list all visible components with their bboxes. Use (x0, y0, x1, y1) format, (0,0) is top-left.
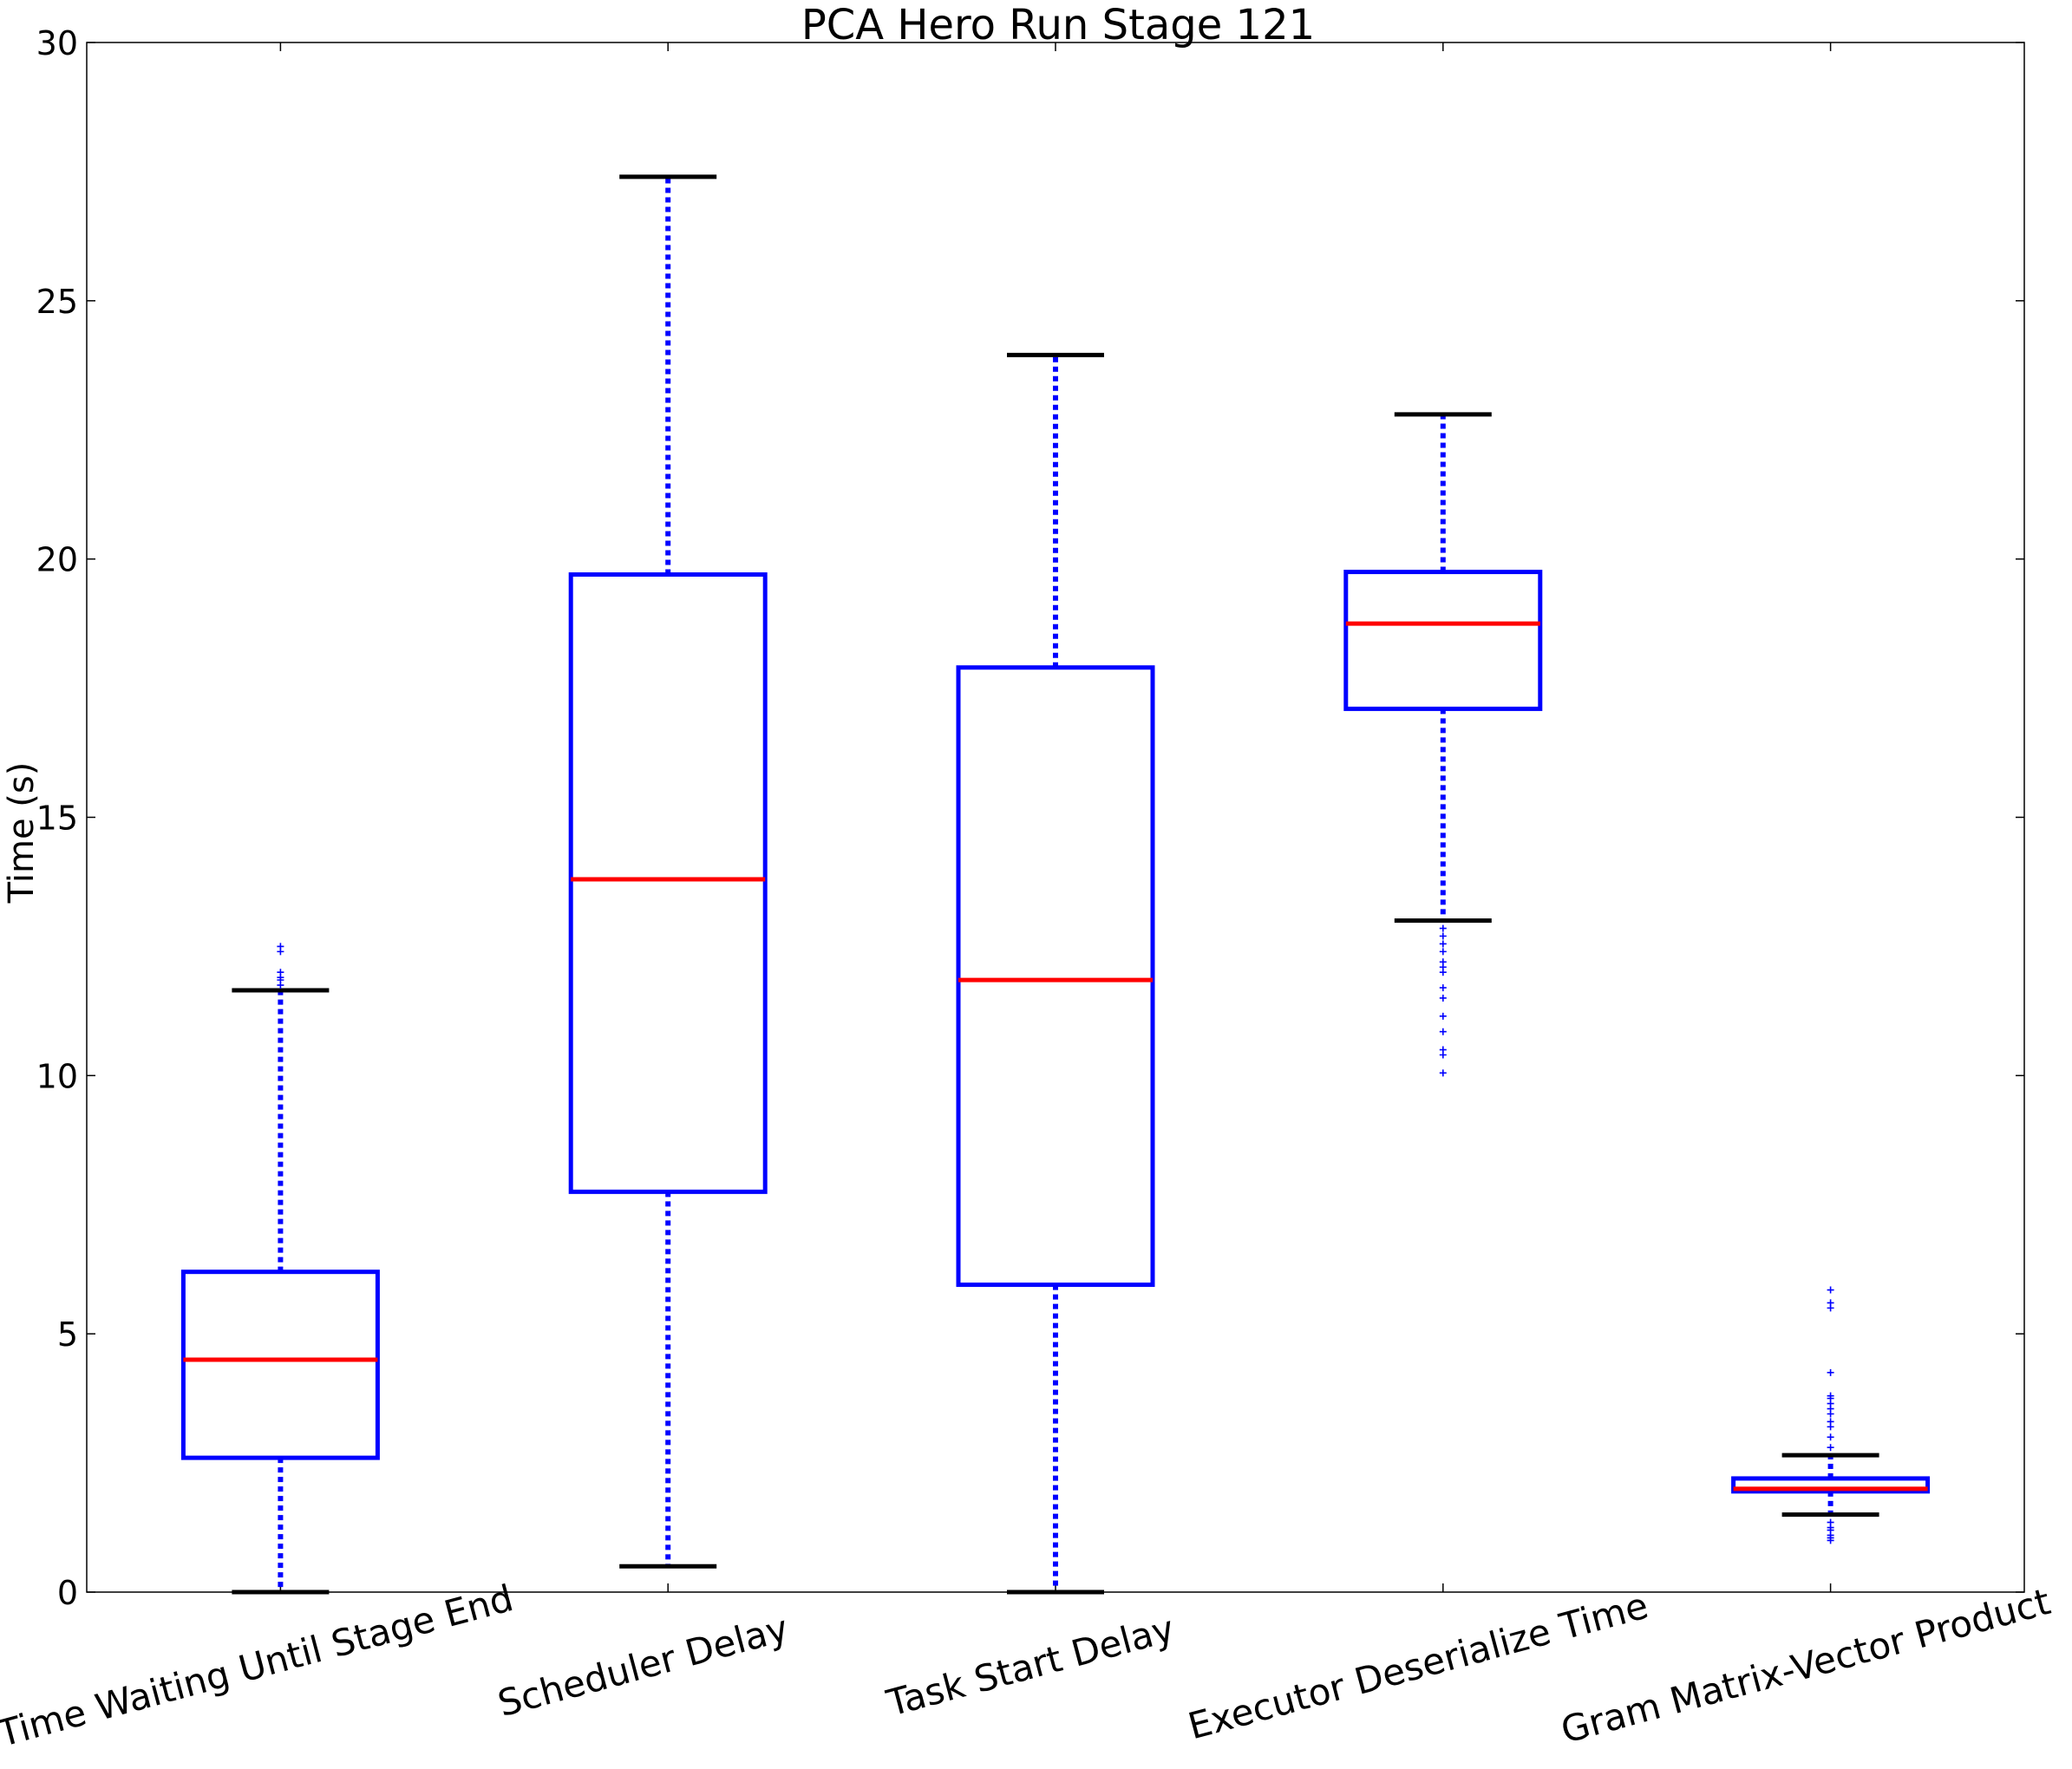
outlier-point (1439, 924, 1447, 932)
outlier-point (1827, 1537, 1834, 1544)
box-group (568, 174, 768, 1569)
y-tick-label: 30 (36, 24, 78, 62)
iqr-box (568, 572, 768, 1194)
iqr-box (1731, 1476, 1931, 1494)
box-group (180, 943, 380, 1595)
outlier-point (1439, 1028, 1447, 1035)
outlier-point (1439, 1069, 1447, 1077)
y-tick-label: 25 (36, 283, 78, 321)
outlier-point (1439, 1012, 1447, 1020)
box-group (956, 352, 1155, 1595)
outlier-point (1439, 984, 1447, 992)
outlier-point (1439, 969, 1447, 976)
outlier-point (277, 943, 284, 950)
outlier-point (1439, 994, 1447, 1002)
outlier-point (1439, 940, 1447, 948)
outlier-point (1827, 1368, 1834, 1376)
outlier-point (1439, 932, 1447, 940)
box-group (1731, 1286, 1931, 1544)
y-axis-label: Time (s) (2, 762, 42, 904)
y-tick-label: 20 (36, 541, 78, 579)
outlier-point (1827, 1392, 1834, 1400)
y-tick-label: 0 (57, 1574, 78, 1612)
iqr-box (180, 1270, 380, 1460)
x-tick-label: Scheduler Delay (493, 1607, 793, 1725)
outlier-point (1439, 1051, 1447, 1059)
x-tick-label: Task Start Delay (882, 1607, 1179, 1725)
outlier-point (1827, 1418, 1834, 1426)
chart-title: PCA Hero Run Stage 121 (801, 1, 1315, 49)
outlier-point (1827, 1286, 1834, 1294)
box-group (1343, 412, 1543, 1077)
y-tick-label: 5 (57, 1315, 78, 1354)
y-tick-label: 10 (36, 1057, 78, 1095)
outlier-point (1827, 1444, 1834, 1452)
outlier-point (1827, 1433, 1834, 1441)
iqr-box (1343, 570, 1543, 711)
outlier-point (277, 969, 284, 976)
iqr-box (956, 665, 1155, 1288)
outlier-point (1827, 1299, 1834, 1307)
outlier-point (1439, 948, 1447, 956)
y-tick-label: 15 (36, 800, 78, 838)
